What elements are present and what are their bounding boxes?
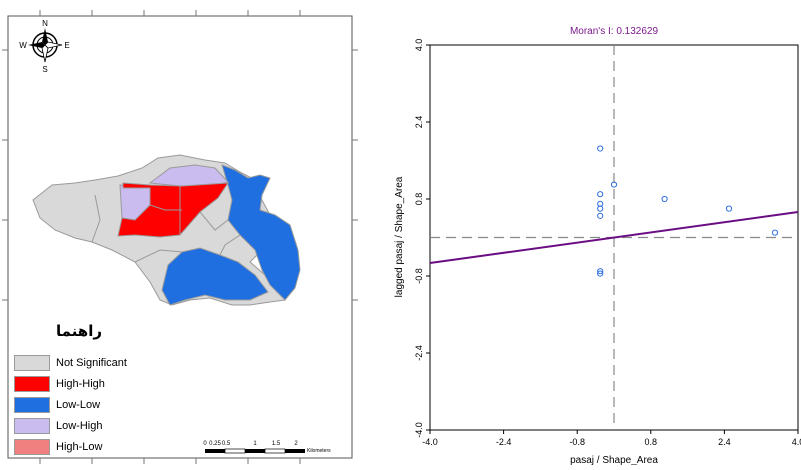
graticule-ticks (2, 10, 358, 464)
moran-scatter-plot: Moran's I: 0.132629 pasaj / Shape_Area l… (394, 26, 801, 466)
legend-item-high-low: High-Low (14, 436, 127, 457)
scale-tick-5: 2 (294, 441, 298, 447)
legend-swatch (14, 438, 50, 455)
data-point (610, 181, 618, 188)
data-point (597, 191, 604, 198)
data-point (771, 229, 779, 236)
legend-item-low-high: Low-High (14, 415, 127, 436)
legend-label: High-Low (56, 440, 103, 453)
compass-south: S (42, 65, 47, 74)
x-axis-label: pasaj / Shape_Area (570, 455, 658, 465)
map-legend: Not Significant High-High Low-Low Low-Hi… (14, 352, 127, 457)
x-tick-label: 4.0 (792, 437, 801, 447)
legend-label: High-High (56, 377, 105, 390)
regression-line (429, 210, 799, 265)
scale-unit: Kilometers (307, 448, 331, 454)
y-tick-label: -4.0 (414, 422, 424, 438)
map-panel: N S E W (0, 0, 372, 465)
y-tick-label: 0.8 (414, 193, 424, 206)
x-tick-label: -0.8 (569, 437, 585, 447)
legend-item-low-low: Low-Low (14, 394, 127, 415)
legend-label: Low-Low (56, 398, 101, 411)
chart-title: Moran's I: 0.132629 (570, 26, 659, 37)
legend-item-not-significant: Not Significant (14, 352, 127, 373)
compass-icon: N S E W (19, 19, 69, 74)
region-low-low-south (161, 247, 269, 306)
data-point (597, 200, 604, 207)
legend-swatch (14, 354, 50, 371)
region-low-low-east (221, 164, 301, 301)
chart-panel: Moran's I: 0.132629 pasaj / Shape_Area l… (372, 0, 801, 466)
compass-west: W (19, 41, 27, 50)
scale-tick-2: 0.5 (222, 441, 231, 447)
x-tick-label: -4.0 (422, 437, 438, 447)
map-regions (32, 154, 301, 306)
data-point (597, 270, 604, 277)
compass-east: E (64, 41, 69, 50)
map-svg: N S E W (2, 10, 358, 464)
data-point (597, 145, 604, 152)
chart-marks: -4.0 -2.4 -0.8 0.8 2.4 4.0 -4.0 -2.4 -0.8 0.8 2.4 4… (414, 39, 801, 447)
data-point (597, 268, 604, 275)
x-tick-label: 0.8 (645, 437, 658, 447)
scale-tick-0: 0 (203, 441, 207, 447)
y-tick-label: 4.0 (414, 39, 424, 52)
scale-tick-4: 1.5 (272, 441, 281, 447)
data-point (597, 212, 604, 219)
y-tick-label: 2.4 (414, 116, 424, 129)
y-tick-label: -0.8 (414, 268, 424, 284)
legend-label: Low-High (56, 419, 103, 432)
x-tick-label: 2.4 (718, 437, 731, 447)
legend-swatch (14, 417, 50, 434)
legend-title: راهنما (56, 322, 102, 340)
legend-swatch (14, 396, 50, 413)
compass-north: N (42, 19, 48, 28)
legend-swatch (14, 375, 50, 392)
legend-item-high-high: High-High (14, 373, 127, 394)
y-tick-label: -2.4 (414, 345, 424, 361)
y-axis-label: lagged pasaj / Shape_Area (394, 176, 405, 297)
scale-tick-1: 0.25 (209, 441, 221, 447)
data-point (661, 195, 668, 203)
scale-bar: 0 0.25 0.5 1 1.5 2 Kilometers (203, 441, 331, 454)
data-point (725, 205, 733, 212)
x-tick-label: -2.4 (496, 437, 512, 447)
scale-tick-3: 1 (253, 441, 257, 447)
legend-label: Not Significant (56, 356, 127, 369)
